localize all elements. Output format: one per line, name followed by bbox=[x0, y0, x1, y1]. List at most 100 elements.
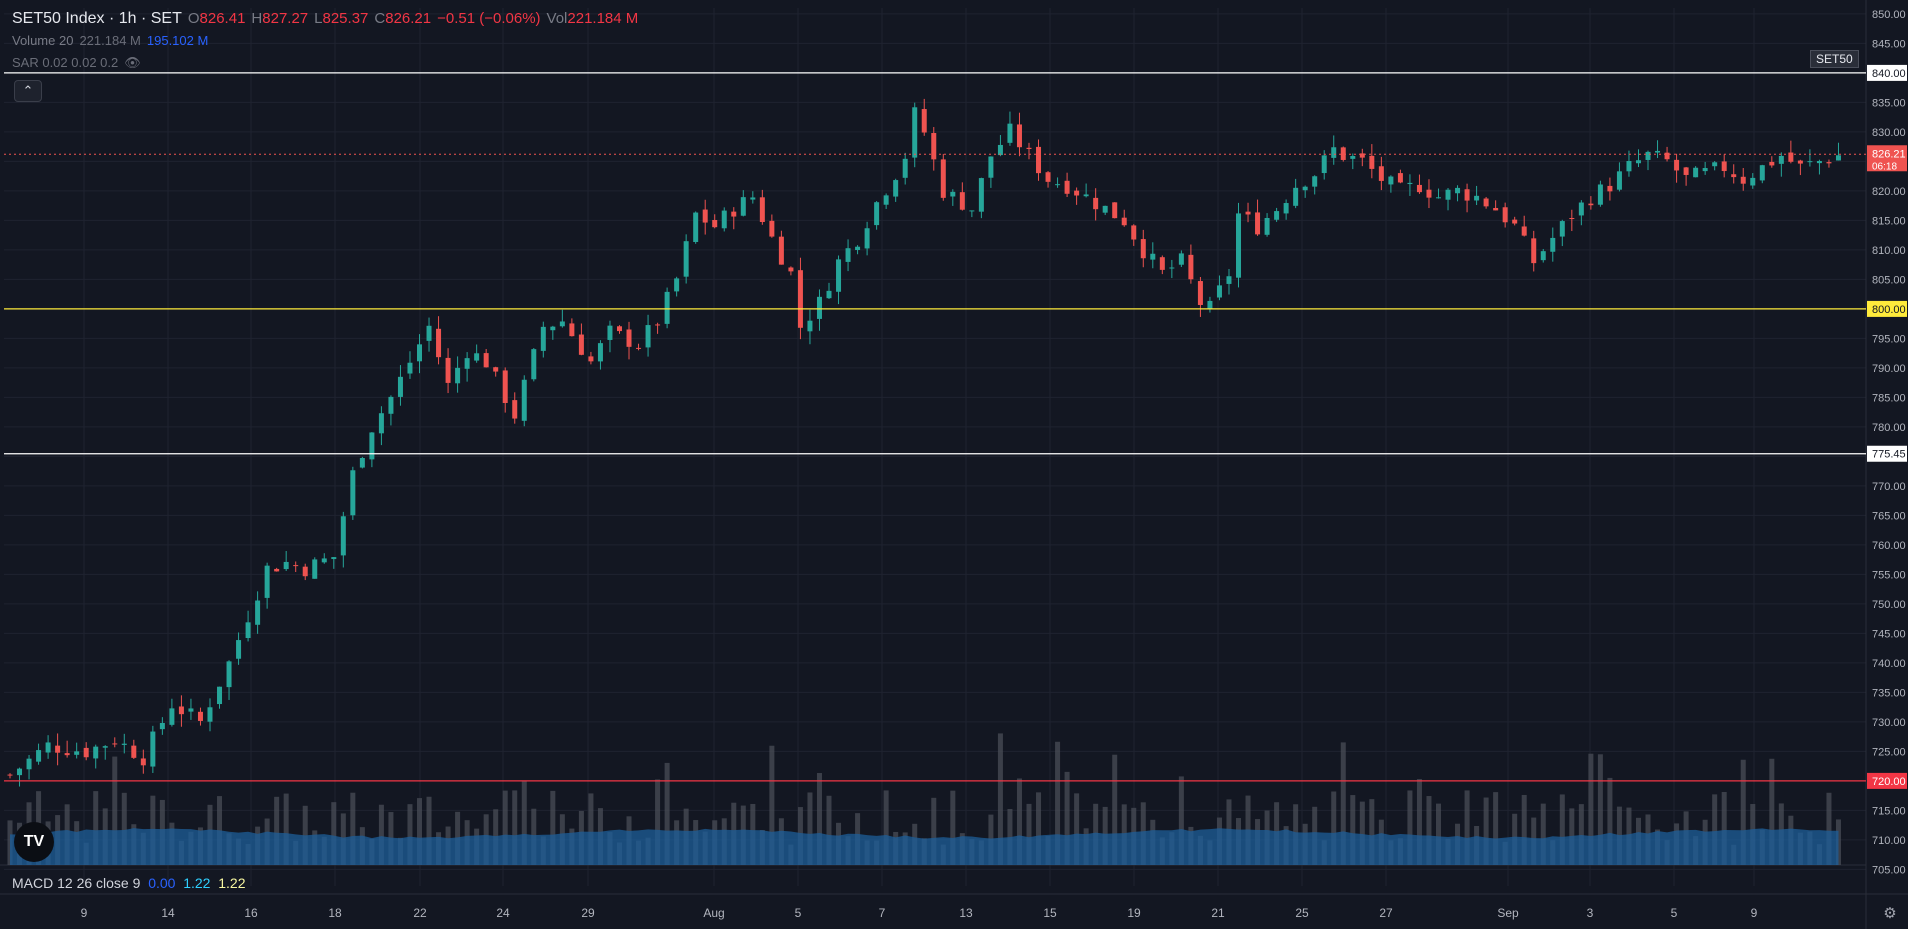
volume-bar bbox=[1597, 754, 1603, 865]
candle-body bbox=[112, 743, 118, 745]
candle-body bbox=[321, 558, 327, 563]
macd-legend[interactable]: MACD 12 26 close 9 0.00 1.22 1.22 bbox=[12, 875, 246, 891]
candle-body bbox=[616, 326, 622, 332]
candle-body bbox=[1435, 197, 1441, 199]
horizontal-line-label: 720.00 bbox=[1872, 776, 1906, 788]
volume-bar bbox=[1712, 794, 1718, 865]
candle-body bbox=[1540, 251, 1546, 261]
volume-bar bbox=[1369, 799, 1375, 865]
candle-body bbox=[188, 708, 194, 712]
volume-bar bbox=[1769, 758, 1775, 865]
volume-bar bbox=[331, 802, 337, 865]
horizontal-line-label-bg bbox=[1867, 445, 1907, 462]
candle-body bbox=[750, 197, 756, 200]
candle-body bbox=[1788, 152, 1794, 162]
gear-icon[interactable]: ⚙ bbox=[1883, 905, 1897, 922]
candle-body bbox=[1216, 285, 1222, 298]
y-tick-label: 820.00 bbox=[1872, 186, 1906, 198]
candle-body bbox=[26, 758, 32, 770]
candle-body bbox=[683, 241, 689, 277]
candle-body bbox=[1350, 156, 1356, 159]
y-tick-label: 835.00 bbox=[1872, 97, 1906, 109]
candle-body bbox=[1407, 182, 1413, 185]
candle-body bbox=[931, 133, 937, 160]
volume-indicator-label[interactable]: Volume 20 bbox=[12, 33, 74, 48]
candle-body bbox=[17, 768, 23, 776]
bar-countdown-label: 06:18 bbox=[1872, 161, 1897, 172]
candle-body bbox=[1321, 155, 1327, 174]
candle-body bbox=[1007, 123, 1013, 143]
x-tick-label: 13 bbox=[959, 906, 973, 920]
candle-body bbox=[1607, 185, 1613, 192]
candle-body bbox=[521, 379, 527, 421]
candle-body bbox=[1121, 217, 1127, 226]
candle-body bbox=[1083, 194, 1089, 197]
horizontal-line-label-bg bbox=[1867, 772, 1907, 789]
x-tick-label: 19 bbox=[1127, 906, 1141, 920]
volume-bar bbox=[93, 791, 99, 865]
candle-body bbox=[1416, 184, 1422, 193]
candle-body bbox=[540, 326, 546, 351]
candle-body bbox=[1512, 219, 1518, 224]
horizontal-line-label-bg bbox=[1867, 64, 1907, 81]
x-tick-label: 5 bbox=[795, 906, 802, 920]
candle-body bbox=[36, 750, 42, 762]
volume-bar bbox=[1064, 771, 1070, 865]
candle-body bbox=[1493, 207, 1499, 211]
candle-body bbox=[1655, 150, 1661, 153]
candle-body bbox=[455, 367, 461, 384]
x-tick-label: 14 bbox=[161, 906, 175, 920]
candle-body bbox=[121, 743, 127, 745]
x-tick-label: 18 bbox=[328, 906, 342, 920]
candle-body bbox=[693, 212, 699, 242]
candle-body bbox=[1759, 165, 1765, 181]
candle-body bbox=[893, 180, 899, 197]
candle-body bbox=[407, 362, 413, 374]
ohlc-high: H827.27 bbox=[251, 10, 309, 27]
candle-body bbox=[950, 191, 956, 197]
candle-body bbox=[1693, 167, 1699, 178]
macd-signal-value: 1.22 bbox=[218, 875, 246, 891]
candle-body bbox=[588, 356, 594, 362]
candle-body bbox=[359, 457, 365, 468]
y-tick-label: 745.00 bbox=[1872, 628, 1906, 640]
candle-body bbox=[1016, 124, 1022, 148]
volume-bar bbox=[1026, 803, 1032, 865]
volume-bar bbox=[407, 804, 413, 865]
x-tick-label: 16 bbox=[244, 906, 258, 920]
volume-bar bbox=[426, 796, 432, 865]
eye-hidden-icon[interactable]: 👁 bbox=[124, 55, 141, 70]
candle-body bbox=[1388, 176, 1394, 185]
candle-body bbox=[312, 559, 318, 579]
symbol-title[interactable]: SET50 Index · 1h · SET bbox=[12, 10, 182, 27]
collapse-legend-button[interactable]: ⌃ bbox=[14, 80, 42, 102]
sar-indicator-label[interactable]: SAR 0.02 0.02 0.2 bbox=[12, 55, 119, 70]
tradingview-logo[interactable]: TV bbox=[14, 822, 54, 862]
candle-body bbox=[1521, 226, 1527, 236]
candle-body bbox=[788, 267, 794, 272]
candle-body bbox=[1550, 237, 1556, 252]
x-tick-label: Sep bbox=[1497, 906, 1519, 920]
volume-bar bbox=[1740, 759, 1746, 865]
candle-body bbox=[902, 158, 908, 178]
candle-body bbox=[426, 325, 432, 341]
candle-body bbox=[331, 557, 337, 560]
candle-body bbox=[1721, 161, 1727, 172]
volume-bar bbox=[1178, 776, 1184, 865]
y-tick-label: 830.00 bbox=[1872, 127, 1906, 139]
volume-bar bbox=[350, 792, 356, 865]
candle-body bbox=[207, 707, 213, 722]
candle-body bbox=[1064, 180, 1070, 194]
candle-body bbox=[1635, 160, 1641, 164]
candle-body bbox=[7, 774, 13, 776]
volume-ma-value: 195.102 M bbox=[146, 33, 209, 48]
candle-body bbox=[255, 600, 261, 625]
candle-body bbox=[769, 220, 775, 237]
candle-body bbox=[302, 566, 308, 577]
candle-body bbox=[1264, 217, 1270, 235]
candle-body bbox=[1445, 189, 1451, 200]
chart-legend: SET50 Index · 1h · SET O826.41 H827.27 L… bbox=[12, 8, 638, 74]
candle-body bbox=[912, 107, 918, 158]
candle-body bbox=[1778, 155, 1784, 164]
